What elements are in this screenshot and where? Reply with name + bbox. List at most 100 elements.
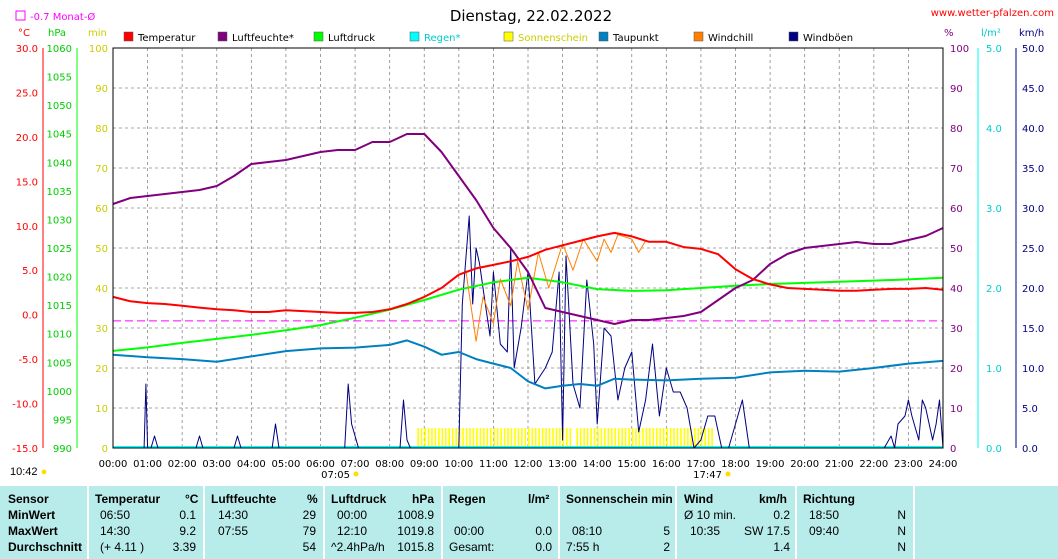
axis-tick-label: 1.0 bbox=[986, 364, 1002, 375]
axis-tick-label: 35.0 bbox=[1022, 164, 1044, 175]
sun-max-value: 5 bbox=[663, 524, 670, 538]
x-tick-label: 04:00 bbox=[237, 459, 266, 470]
legend-swatch bbox=[788, 31, 799, 42]
sunshine-bar bbox=[614, 428, 617, 448]
x-tick-label: 21:00 bbox=[825, 459, 854, 470]
col-luftfeuchte-unit: % bbox=[307, 492, 318, 506]
x-tick-label: 14:00 bbox=[583, 459, 612, 470]
col-wind-unit: km/h bbox=[759, 492, 788, 506]
axis-tick-label: 40 bbox=[95, 284, 108, 295]
sunshine-bar bbox=[417, 428, 419, 448]
press-max-value: 1019.8 bbox=[397, 524, 434, 538]
axis-tick-label: 30 bbox=[950, 324, 963, 335]
sunshine-bar bbox=[434, 428, 437, 448]
axis-tick-label: 1040 bbox=[47, 158, 72, 169]
axis-tick-label: 1045 bbox=[47, 130, 72, 141]
month-avg-icon bbox=[15, 10, 26, 21]
sunshine-bar bbox=[514, 428, 516, 448]
legend-label: Luftfeuchte* bbox=[232, 33, 294, 44]
hum-min-value: 29 bbox=[302, 508, 316, 522]
temp-min-time: 06:50 bbox=[100, 508, 131, 522]
sunshine-bar bbox=[628, 428, 630, 448]
grid bbox=[113, 48, 943, 448]
sunshine-bar bbox=[521, 428, 523, 448]
col-luftdruck: Luftdruck bbox=[331, 492, 387, 506]
hum-avg-value: 54 bbox=[302, 540, 316, 554]
axis-tick-label: 20 bbox=[95, 364, 108, 375]
sunshine-bar bbox=[476, 428, 478, 448]
x-tick-label: 15:00 bbox=[617, 459, 646, 470]
axis-tick-label: 100 bbox=[950, 44, 969, 55]
sun-markers: 07:05 17:47 bbox=[321, 470, 731, 481]
axis-tick-label: 0.0 bbox=[22, 311, 38, 322]
x-tick-label: 22:00 bbox=[859, 459, 888, 470]
sunshine-bar bbox=[600, 428, 603, 448]
unit-temp: °C bbox=[18, 28, 30, 39]
sunshine-bar bbox=[503, 428, 506, 448]
sunshine-bar bbox=[659, 428, 662, 448]
legend-swatch bbox=[409, 31, 420, 42]
sunshine-bar bbox=[448, 428, 451, 448]
sunshine-bar bbox=[694, 428, 696, 448]
legend-label: Sonnenschein bbox=[518, 33, 588, 44]
sunset-time: 17:47 bbox=[693, 470, 722, 481]
col-temperatur: Temperatur bbox=[95, 492, 161, 506]
sunshine-bar bbox=[579, 428, 582, 448]
series-line-luftfeuchte bbox=[112, 133, 944, 325]
hum-max-value: 79 bbox=[302, 524, 316, 538]
sunshine-bar bbox=[566, 428, 568, 448]
axis-tick-label: 15.0 bbox=[16, 177, 38, 188]
axis-tick-label: 30.0 bbox=[16, 44, 38, 55]
legend-label: Temperatur bbox=[137, 33, 196, 44]
site-link[interactable]: www.wetter-pfalzen.com bbox=[931, 8, 1054, 19]
sunshine-bar bbox=[697, 428, 700, 448]
sunshine-bar bbox=[538, 428, 540, 448]
dir-max-value: N bbox=[897, 524, 906, 538]
axis-tick-label: 5.0 bbox=[22, 266, 38, 277]
axis-tick-label: 1005 bbox=[47, 358, 72, 369]
sunshine-bar bbox=[673, 428, 675, 448]
press-max-time: 12:10 bbox=[337, 524, 368, 538]
sunshine-bar bbox=[510, 428, 513, 448]
sunshine-bar bbox=[500, 428, 502, 448]
axis-tick-label: 45.0 bbox=[1022, 84, 1044, 95]
sunshine-bar bbox=[604, 428, 606, 448]
sunshine-bar bbox=[445, 428, 447, 448]
row-label-avg: Durchschnitt bbox=[8, 540, 83, 554]
refresh-time: 10:42 ● bbox=[10, 466, 48, 478]
sunshine-bar bbox=[711, 428, 713, 448]
axis-tick-label: 60 bbox=[95, 204, 108, 215]
sunshine-bar bbox=[593, 428, 596, 448]
legend-label: Taupunkt bbox=[612, 33, 659, 44]
x-tick-label: 10:00 bbox=[444, 459, 473, 470]
sunshine-bar bbox=[458, 428, 461, 448]
sunshine-bar bbox=[597, 428, 599, 448]
axis-tick-label: 20.0 bbox=[1022, 284, 1044, 295]
x-tick-label: 01:00 bbox=[133, 459, 162, 470]
axis-tick-label: 1020 bbox=[47, 273, 72, 284]
axis-tick-label: 50 bbox=[950, 244, 963, 255]
axis-tick-label: 70 bbox=[950, 164, 963, 175]
legend-swatch bbox=[503, 31, 514, 42]
col-regen: Regen bbox=[449, 492, 486, 506]
col-wind: Wind bbox=[684, 492, 714, 506]
sunshine-bar bbox=[562, 428, 565, 448]
sunshine-bar bbox=[420, 428, 423, 448]
sunshine-bar bbox=[552, 428, 554, 448]
press-avg-value: 1015.8 bbox=[397, 540, 434, 554]
sunshine-bar bbox=[642, 428, 644, 448]
temp-trend: (+ 4.11 ) bbox=[100, 540, 145, 554]
axis-tick-label: 995 bbox=[53, 415, 72, 426]
sunshine-bar bbox=[624, 428, 627, 448]
x-tick-label: 06:00 bbox=[306, 459, 335, 470]
sunshine-bar bbox=[486, 428, 489, 448]
sunshine-bar bbox=[690, 428, 693, 448]
sunshine-bar bbox=[666, 428, 668, 448]
axis-tick-label: 0.0 bbox=[986, 444, 1002, 455]
axis-tick-label: -10.0 bbox=[12, 400, 38, 411]
axis-tick-label: 40.0 bbox=[1022, 124, 1044, 135]
axis-tick-label: 80 bbox=[950, 124, 963, 135]
sunshine-bar bbox=[528, 428, 530, 448]
wind-min-value: 0.2 bbox=[773, 508, 790, 522]
legend-label: Luftdruck bbox=[328, 33, 375, 44]
